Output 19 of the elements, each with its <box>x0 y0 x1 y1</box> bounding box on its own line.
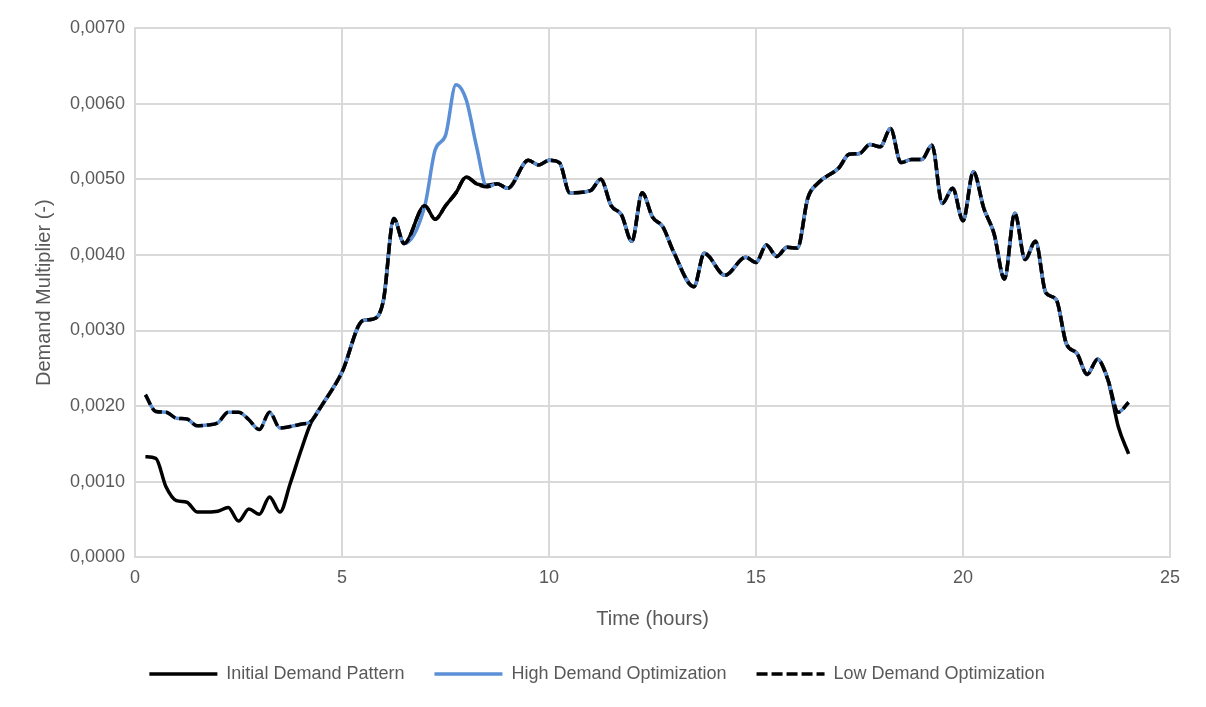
x-tick-label: 20 <box>953 567 974 588</box>
x-tick-label: 5 <box>337 567 348 588</box>
x-tick-label: 10 <box>539 567 560 588</box>
legend-label: Initial Demand Pattern <box>226 662 405 683</box>
y-tick-label: 0,0020 <box>69 395 126 416</box>
y-tick-label: 0,0000 <box>69 546 126 567</box>
legend-label: Low Demand Optimization <box>833 662 1045 683</box>
y-axis-title: Demand Multiplier (-) <box>31 199 54 387</box>
y-tick-label: 0,0050 <box>69 168 126 189</box>
legend-label: High Demand Optimization <box>511 662 727 683</box>
x-tick-label: 25 <box>1159 567 1181 588</box>
y-tick-label: 0,0030 <box>69 319 126 340</box>
y-tick-label: 0,0060 <box>69 92 126 113</box>
x-axis-title: Time (hours) <box>596 606 709 629</box>
y-tick-label: 0,0070 <box>69 16 126 37</box>
x-tick-label: 0 <box>130 567 141 588</box>
x-tick-label: 15 <box>746 567 767 588</box>
y-tick-label: 0,0010 <box>69 470 126 491</box>
y-tick-label: 0,0040 <box>69 243 126 264</box>
